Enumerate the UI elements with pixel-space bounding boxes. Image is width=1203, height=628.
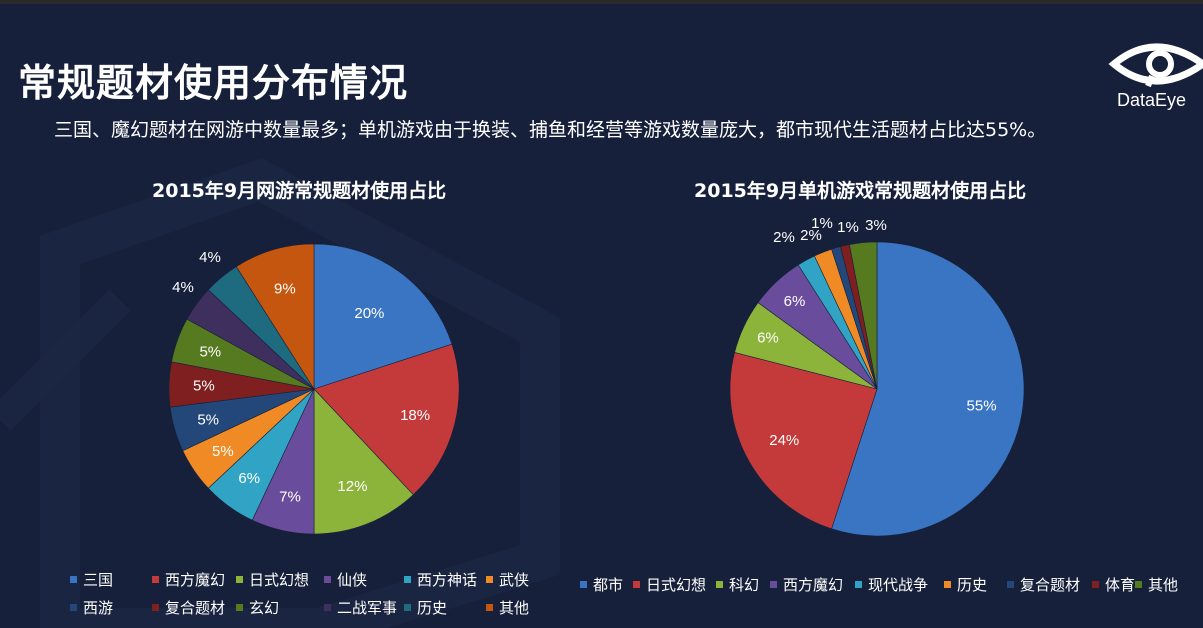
legend-label: 其他 [499, 599, 529, 617]
legend-swatch [324, 576, 331, 583]
legend-label: 日式幻想 [249, 571, 309, 589]
legend-swatch [770, 581, 777, 588]
pie-slice [313, 343, 460, 496]
pie-slice [313, 243, 453, 390]
legend-swatch [486, 576, 493, 583]
legend-swatch [70, 604, 77, 611]
pie-slice [235, 243, 315, 391]
slice-data-label: 2% [773, 229, 795, 246]
legend-label: 西方神话 [417, 571, 477, 589]
legend-label: 日式幻想 [646, 576, 706, 594]
slice-data-label: 6% [238, 470, 260, 487]
slice-data-label: 18% [400, 407, 430, 424]
pie-slice [729, 352, 878, 530]
legend-swatch [324, 604, 331, 611]
slice-data-label: 4% [199, 249, 221, 266]
slice-data-label: 24% [769, 432, 799, 449]
legend-label: 仙侠 [337, 571, 367, 589]
legend-label: 科幻 [729, 576, 759, 594]
legend-swatch [580, 581, 587, 588]
slice-data-label: 5% [212, 443, 234, 460]
legend-swatch [404, 576, 411, 583]
slice-data-label: 3% [865, 217, 887, 234]
legend-swatch [70, 576, 77, 583]
logo-text: DataEye [1117, 90, 1187, 110]
legend-label: 西方魔幻 [783, 576, 843, 594]
legend-swatch [1135, 581, 1142, 588]
slice-data-label: 6% [784, 293, 806, 310]
pie-0: 20%18%12%7%6%5%5%5%5%4%4%9% [168, 243, 460, 535]
legend-label: 其他 [1148, 576, 1178, 594]
pie-1: 55%24%6%6%2% 2%1% 1% 3% [729, 215, 1025, 537]
legend-swatch [486, 604, 493, 611]
slice-data-label: 5% [199, 344, 221, 361]
slice-data-label: 9% [274, 281, 296, 298]
legend-label: 复合题材 [1020, 576, 1080, 594]
slice-data-label: 4% [172, 279, 194, 296]
legend-swatch [633, 581, 640, 588]
legend-label: 历史 [417, 599, 447, 617]
legend-label: 历史 [957, 576, 987, 594]
legend-swatch [236, 576, 243, 583]
pie-slice [831, 241, 1025, 537]
slice-data-label: 5% [197, 412, 219, 429]
legend-swatch [152, 576, 159, 583]
slice-data-label: 2% [800, 227, 822, 244]
legend-label: 武侠 [499, 571, 529, 589]
legend-swatch [1007, 581, 1014, 588]
slice-data-label: 1% [837, 219, 859, 236]
legend-label: 都市 [593, 576, 623, 594]
slice-data-label: 12% [337, 478, 367, 495]
dataeye-eye-logo-icon [1108, 43, 1203, 88]
chart-title-online: 2015年9月网游常规题材使用占比 [152, 180, 447, 202]
legend-swatch [236, 604, 243, 611]
legend-swatch [152, 604, 159, 611]
legend-swatch [1092, 581, 1099, 588]
legend-swatch [855, 581, 862, 588]
legend-swatch [716, 581, 723, 588]
legend-label: 二战军事 [337, 599, 397, 617]
top-border [0, 0, 1203, 4]
legend-label: 三国 [83, 571, 113, 589]
legend-label: 玄幻 [249, 599, 279, 617]
slice-data-label: 1% [811, 215, 833, 232]
legend-label: 现代战争 [868, 576, 928, 594]
legend-label: 西方魔幻 [165, 571, 225, 589]
slice-data-label: 7% [279, 489, 301, 506]
subtitle: 三国、魔幻题材在网游中数量最多；单机游戏由于换装、捕鱼和经营等游戏数量庞大，都市… [54, 119, 1047, 141]
slice-data-label: 55% [967, 398, 997, 415]
pie-slice [313, 388, 414, 535]
legend-label: 复合题材 [165, 599, 225, 617]
slice-data-label: 5% [193, 378, 215, 395]
legend-swatch [944, 581, 951, 588]
legend-label: 西游 [83, 599, 113, 617]
legend-swatch [404, 604, 411, 611]
chart-title-standalone: 2015年9月单机游戏常规题材使用占比 [694, 180, 1027, 202]
slice-data-label: 6% [757, 330, 779, 347]
pie-slice [849, 241, 878, 390]
slice-data-label: 20% [354, 305, 384, 322]
page-title: 常规题材使用分布情况 [18, 61, 409, 105]
legend-label: 体育 [1105, 576, 1135, 594]
